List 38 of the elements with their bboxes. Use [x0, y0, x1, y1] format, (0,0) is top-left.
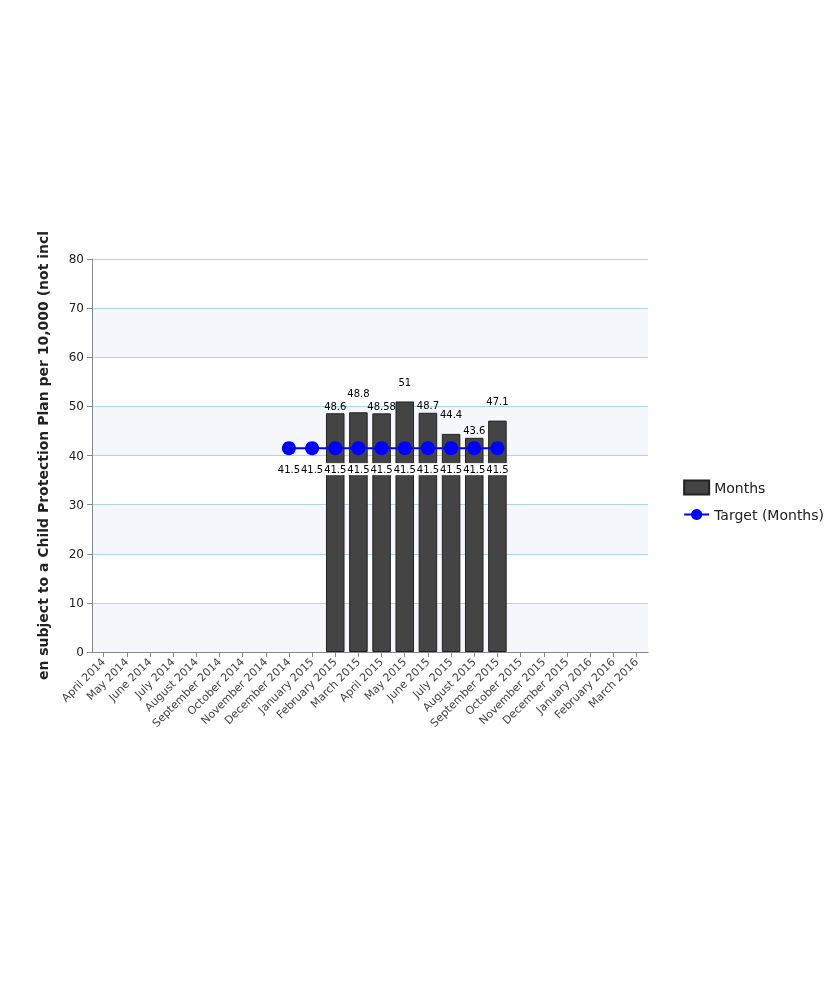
bar: [418, 412, 438, 652]
data-label: 48.6: [324, 400, 347, 412]
data-label: 41.5: [324, 463, 347, 475]
y-tick-label: 20: [68, 546, 84, 561]
bar: [395, 401, 415, 652]
bar: [464, 437, 484, 652]
y-tick-label: 0: [76, 645, 84, 659]
data-label: 48.58: [367, 400, 396, 412]
data-label: 41.5: [370, 463, 393, 475]
legend-label: Target (Months): [713, 506, 825, 523]
bar: [372, 413, 391, 652]
data-label: 51: [398, 376, 412, 388]
y-tick-label: 60: [68, 350, 84, 365]
data-label: 41.5: [416, 463, 440, 475]
legend-label: Months: [714, 479, 766, 496]
y-tick-label: 50: [68, 399, 84, 414]
data-label: 41.5: [300, 463, 324, 475]
y-tick-label: 70: [68, 301, 84, 316]
bar: [441, 433, 461, 652]
data-label: 41.5: [486, 463, 509, 475]
data-label: 48.7: [416, 400, 440, 412]
y-tick-label: 80: [68, 252, 84, 266]
bar: [325, 413, 345, 652]
data-label: 41.5: [277, 463, 301, 475]
y-tick-label: 30: [68, 497, 84, 512]
data-label: 41.5: [463, 463, 486, 475]
data-label: 41.5: [439, 463, 463, 475]
data-label: 41.5: [347, 463, 370, 475]
data-label: 47.1: [486, 396, 509, 408]
y-tick-label: 10: [68, 595, 84, 610]
y-axis-title: en subject to a Child Protection Plan per 10,000 (not incl: [35, 230, 51, 681]
bar: [488, 420, 507, 652]
data-label: 48.8: [347, 387, 370, 399]
bar: [349, 412, 368, 652]
data-label: 44.4: [439, 409, 463, 421]
data-label: 41.5: [393, 463, 416, 475]
y-tick-label: 40: [68, 448, 84, 463]
data-label: 43.6: [463, 425, 486, 437]
